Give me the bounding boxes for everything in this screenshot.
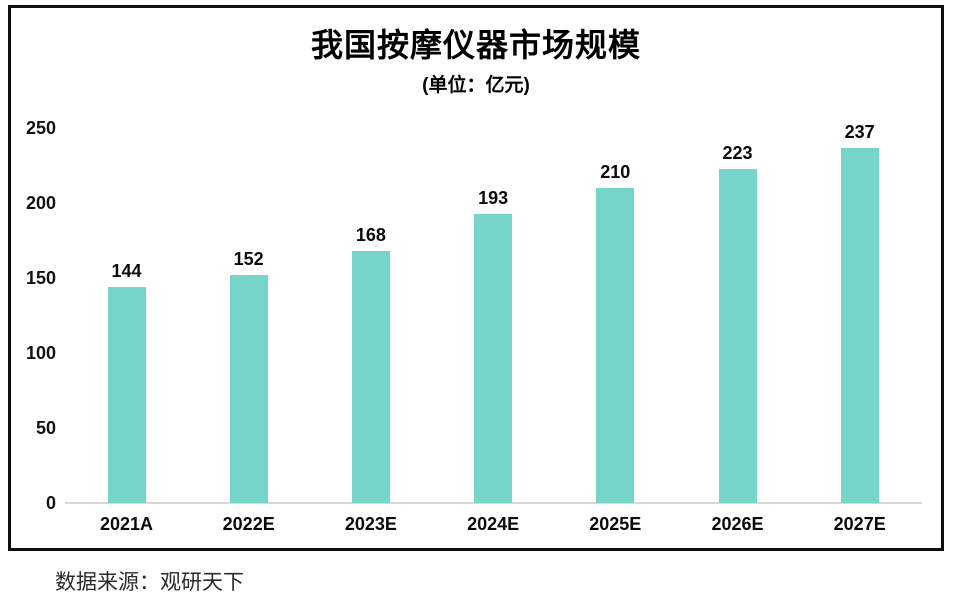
y-axis-tick-label: 250 bbox=[25, 118, 56, 138]
x-axis-line bbox=[65, 502, 922, 504]
y-axis-tick-label: 0 bbox=[45, 493, 56, 513]
x-axis-tick-label: 2025E bbox=[589, 514, 642, 534]
y-axis-tick-label: 200 bbox=[25, 193, 56, 213]
data-source-label: 数据来源：观研天下 bbox=[55, 570, 244, 594]
chart-title: 我国按摩仪器市场规模 bbox=[310, 27, 641, 63]
chart-subtitle: (单位：亿元) bbox=[422, 75, 530, 96]
y-axis-tick-label: 50 bbox=[35, 418, 56, 438]
x-axis-tick-label: 2022E bbox=[222, 514, 275, 534]
bar-2021A bbox=[107, 287, 146, 503]
x-axis-tick-label: 2027E bbox=[833, 514, 886, 534]
bar-value-label: 237 bbox=[844, 121, 875, 142]
x-axis-tick-label: 2023E bbox=[344, 514, 397, 534]
x-axis-tick-label: 2024E bbox=[467, 514, 520, 534]
bar-value-label: 223 bbox=[722, 142, 753, 163]
bar-2027E bbox=[840, 147, 879, 503]
bar-2022E bbox=[229, 275, 268, 503]
y-axis-tick-label: 150 bbox=[25, 268, 56, 288]
x-axis-tick-label: 2021A bbox=[99, 514, 154, 534]
bar-value-label: 168 bbox=[355, 225, 386, 245]
bar-2025E bbox=[596, 188, 635, 503]
bar-2023E bbox=[351, 251, 390, 503]
bar-value-label: 210 bbox=[600, 162, 631, 182]
bar-value-label: 144 bbox=[111, 261, 142, 281]
bar-value-label: 152 bbox=[233, 249, 264, 269]
bar-value-label: 193 bbox=[478, 187, 509, 208]
bar-2024E bbox=[474, 213, 513, 503]
y-axis-tick-label: 100 bbox=[25, 343, 56, 363]
bar-2026E bbox=[718, 168, 757, 503]
x-axis-tick-label: 2026E bbox=[711, 514, 764, 534]
